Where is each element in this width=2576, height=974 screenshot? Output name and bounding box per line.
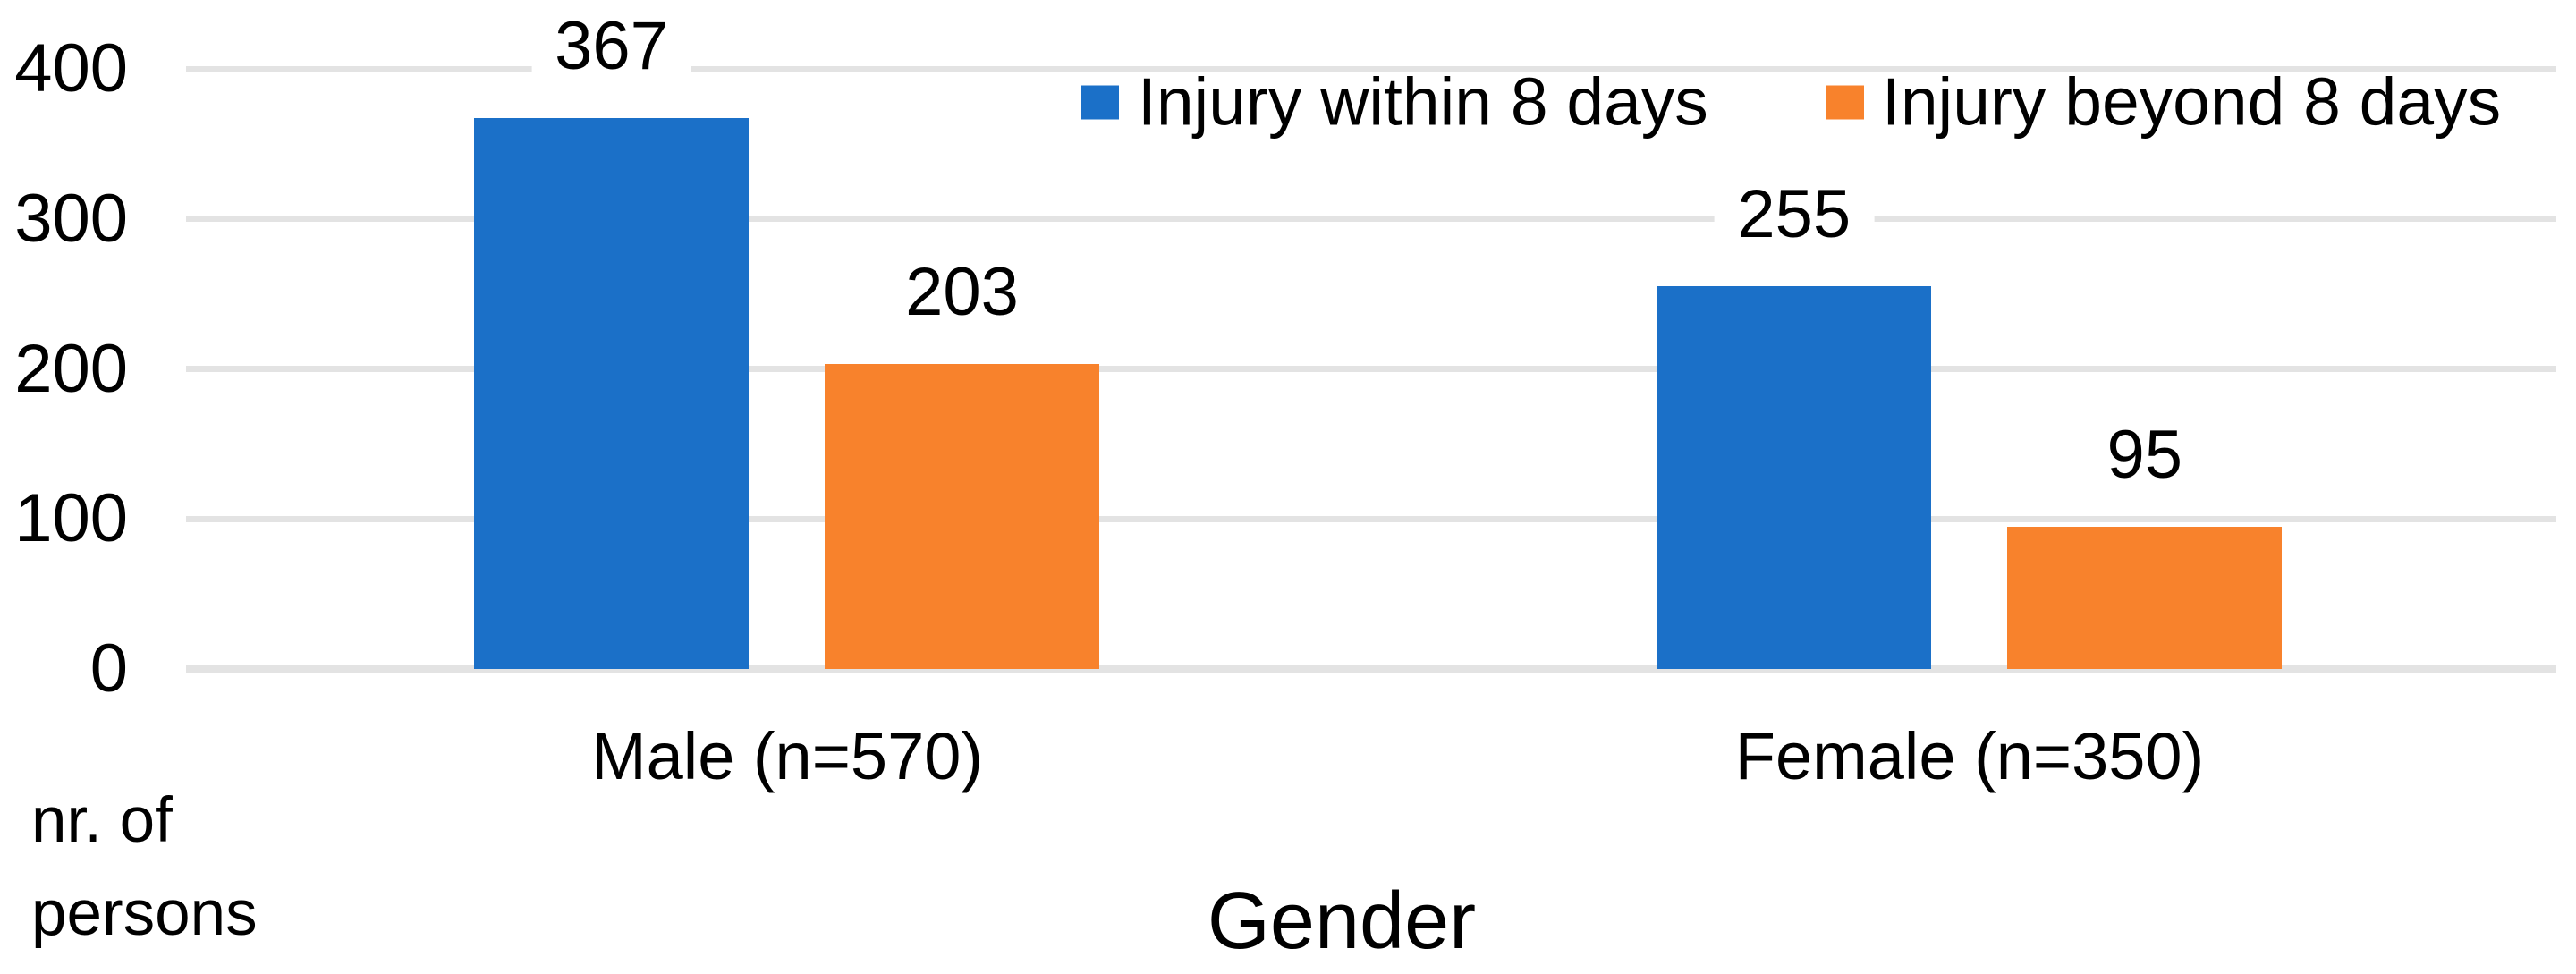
legend-item-beyond-8-days: Injury beyond 8 days [1826, 64, 2502, 140]
legend-swatch-blue-icon [1081, 85, 1119, 119]
legend-swatch-orange-icon [1826, 85, 1864, 119]
bar-female-series-0 [1657, 286, 1932, 669]
data-label-95: 95 [2083, 415, 2207, 495]
y-axis-tick-100: 100 [14, 480, 128, 557]
data-label-255: 255 [1714, 175, 1875, 255]
legend-label: Injury beyond 8 days [1882, 64, 2502, 140]
y-axis-tick-300: 300 [14, 180, 128, 257]
grid-line-300 [186, 216, 2556, 223]
data-label-367: 367 [531, 7, 691, 87]
grid-line-200 [186, 366, 2556, 372]
y-axis-tick-200: 200 [14, 330, 128, 407]
legend-item-within-8-days: Injury within 8 days [1081, 64, 1708, 140]
bar-female-series-1 [2007, 526, 2283, 669]
y-axis-title: nr. of persons [31, 775, 258, 961]
bar-male-series-0 [474, 118, 749, 669]
category-label-female: Female (n=350) [1734, 719, 2205, 793]
y-axis-title-line2: persons [31, 878, 258, 949]
grid-line-0 [186, 665, 2556, 673]
legend-label: Injury within 8 days [1138, 64, 1708, 140]
category-label-male: Male (n=570) [590, 719, 984, 793]
x-axis-title: Gender [1207, 877, 1477, 966]
y-axis-tick-0: 0 [89, 631, 128, 707]
y-axis-tick-400: 400 [14, 30, 128, 106]
bar-male-series-1 [825, 364, 1099, 669]
grid-line-400 [186, 65, 2556, 72]
y-axis-title-line1: nr. of [31, 785, 173, 856]
data-label-203: 203 [882, 253, 1042, 333]
grid-line-100 [186, 515, 2556, 522]
